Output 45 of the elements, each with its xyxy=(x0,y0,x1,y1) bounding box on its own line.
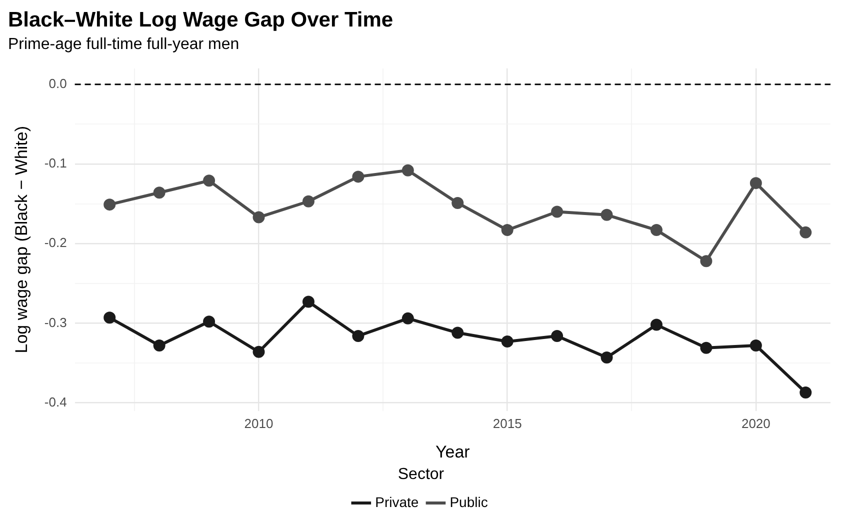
y-tick-label: -0.3 xyxy=(44,314,67,330)
point xyxy=(800,226,812,238)
point xyxy=(153,340,166,352)
chart-subtitle: Prime-age full-time full-year men xyxy=(8,36,240,54)
point xyxy=(650,318,662,331)
point xyxy=(452,326,464,339)
point xyxy=(750,340,762,352)
point xyxy=(600,208,613,221)
point xyxy=(700,255,712,268)
point xyxy=(750,177,762,190)
chart-title: Black–White Log Wage Gap Over Time xyxy=(8,8,394,32)
y-axis-title: Log wage gap (Black − White) xyxy=(12,126,31,354)
point xyxy=(104,198,116,211)
x-tick-label: 2010 xyxy=(244,416,274,432)
point xyxy=(252,211,265,224)
point xyxy=(600,351,613,364)
x-axis-title: Year xyxy=(435,442,470,462)
point xyxy=(302,296,314,308)
point xyxy=(203,174,216,187)
x-tick-label: 2020 xyxy=(741,416,770,432)
point xyxy=(650,224,662,236)
point xyxy=(402,312,414,324)
point xyxy=(203,316,216,328)
point xyxy=(352,330,364,342)
y-tick-label: -0.2 xyxy=(44,235,67,250)
y-tick-label: 0.0 xyxy=(48,76,67,91)
point xyxy=(104,312,116,324)
point xyxy=(501,224,514,236)
point xyxy=(551,206,564,218)
point xyxy=(252,346,265,358)
point xyxy=(800,386,812,398)
legend-label: Private xyxy=(375,494,419,510)
point xyxy=(302,195,314,208)
legend-label: Public xyxy=(450,494,488,510)
point xyxy=(551,330,564,342)
point xyxy=(153,186,166,199)
legend-title: Sector xyxy=(398,466,445,484)
point xyxy=(402,164,414,176)
y-tick-label: -0.1 xyxy=(44,156,67,171)
point xyxy=(501,336,514,348)
point xyxy=(700,342,712,354)
y-tick-label: -0.4 xyxy=(44,394,67,410)
point xyxy=(352,170,364,183)
x-tick-label: 2015 xyxy=(492,416,522,432)
point xyxy=(452,196,464,209)
